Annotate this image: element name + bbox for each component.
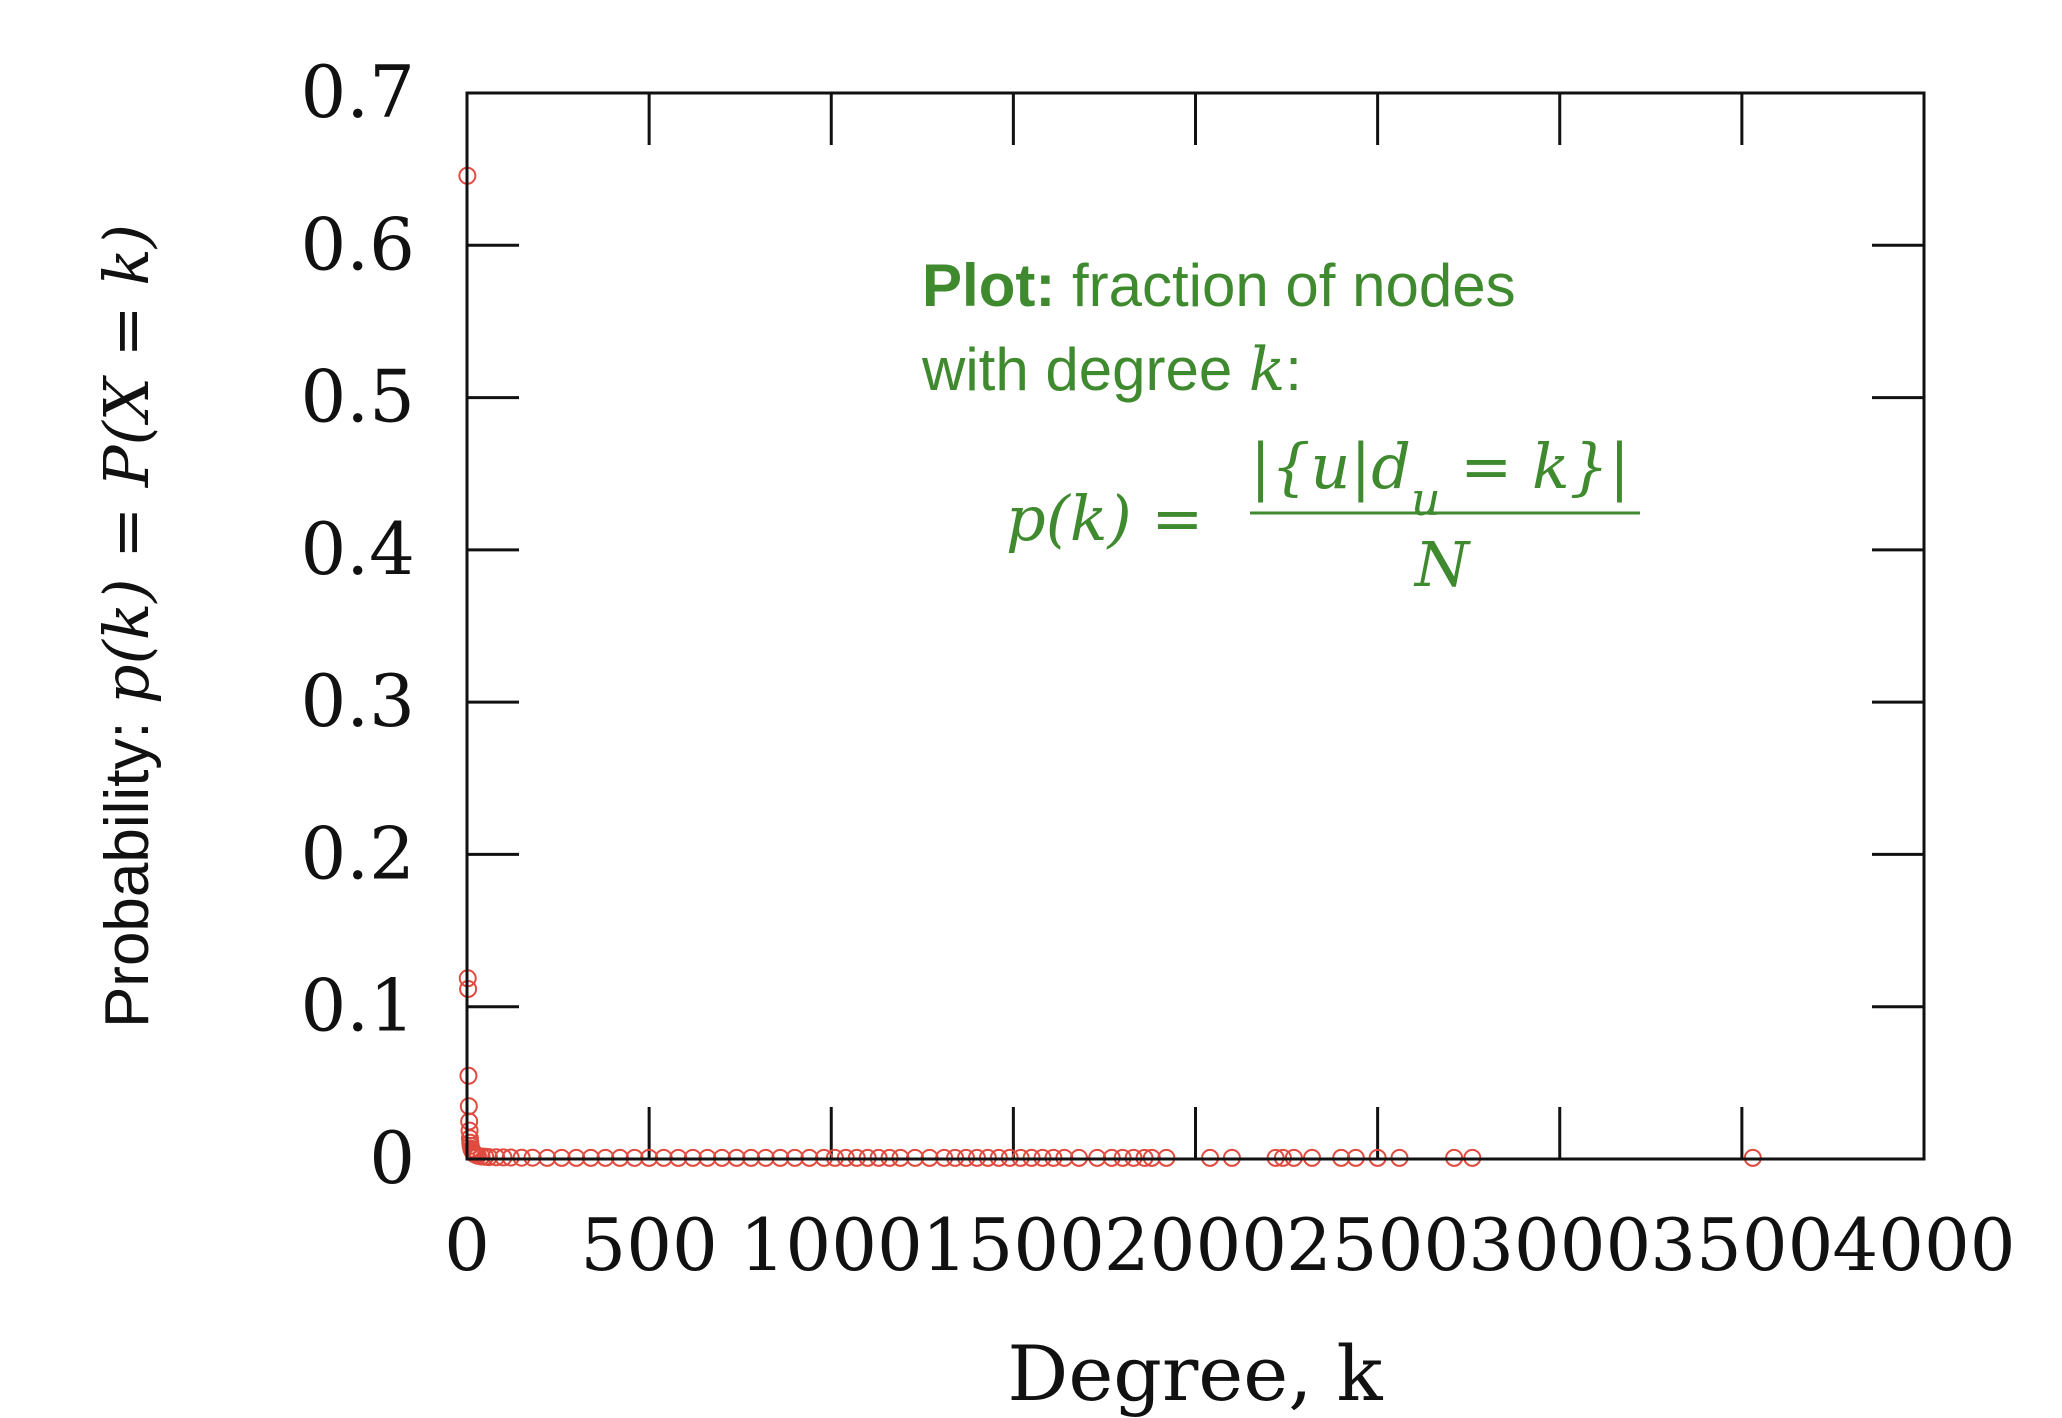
formula-numerator-main: |{u|d [1250, 430, 1411, 503]
data-point [494, 1148, 513, 1167]
data-point [479, 1148, 498, 1167]
formula-numerator-end: = k}| [1441, 430, 1630, 503]
formula-numerator-sub: u [1411, 472, 1441, 526]
annotation-line-2-var: k [1249, 335, 1285, 405]
y-tick-label: 0.2 [300, 811, 415, 895]
x-tick-label: 3500 [1650, 1203, 1833, 1287]
formula-numerator: |{u|du = k}| [1250, 430, 1630, 526]
y-tick-label: 0.6 [300, 202, 415, 286]
y-axis-title-math: p(k) = P(X = k) [90, 224, 163, 704]
x-tick-label: 3000 [1468, 1203, 1651, 1287]
x-tick-label: 1500 [922, 1203, 1105, 1287]
x-tick-label: 2500 [1286, 1203, 1469, 1287]
y-tick-label: 0.4 [300, 507, 415, 591]
y-tick-label: 0.7 [300, 50, 415, 134]
formula-lhs: p(k) = [1006, 482, 1203, 555]
data-point [487, 1148, 506, 1167]
y-axis-title: Probability: p(k) = P(X = k) [90, 224, 163, 1028]
annotation-line-2: with degree k: [921, 335, 1302, 405]
annotation: Plot: fraction of nodes with degree k: p… [921, 252, 1640, 601]
data-point [459, 1097, 478, 1116]
annotation-line-1-text: fraction of nodes [1055, 252, 1515, 319]
y-tick-labels: 0 0.1 0.2 0.3 0.4 0.5 0.6 0.7 [300, 50, 415, 1200]
x-tick-label: 0 [444, 1203, 490, 1287]
x-tick-label: 1000 [740, 1203, 923, 1287]
annotation-line-2-end: : [1285, 336, 1302, 403]
x-tick-label: 500 [580, 1203, 717, 1287]
x-axis-title: Degree, k [1007, 1329, 1383, 1418]
y-tick-label: 0.3 [300, 659, 415, 743]
annotation-bold: Plot: [922, 252, 1055, 319]
y-tick-label: 0.1 [300, 964, 415, 1048]
y-tick-label: 0.5 [300, 355, 415, 439]
x-tick-label: 2000 [1104, 1203, 1287, 1287]
data-point [460, 1112, 479, 1131]
annotation-line-2-text: with degree [921, 336, 1249, 403]
formula-denominator: N [1413, 528, 1472, 601]
y-axis-title-prefix: Probability: [93, 704, 162, 1028]
annotation-line-1: Plot: fraction of nodes [922, 252, 1516, 319]
x-tick-label: 4000 [1832, 1203, 2015, 1287]
y-tick-label: 0 [369, 1116, 415, 1200]
plot-frame [465, 91, 1926, 1161]
